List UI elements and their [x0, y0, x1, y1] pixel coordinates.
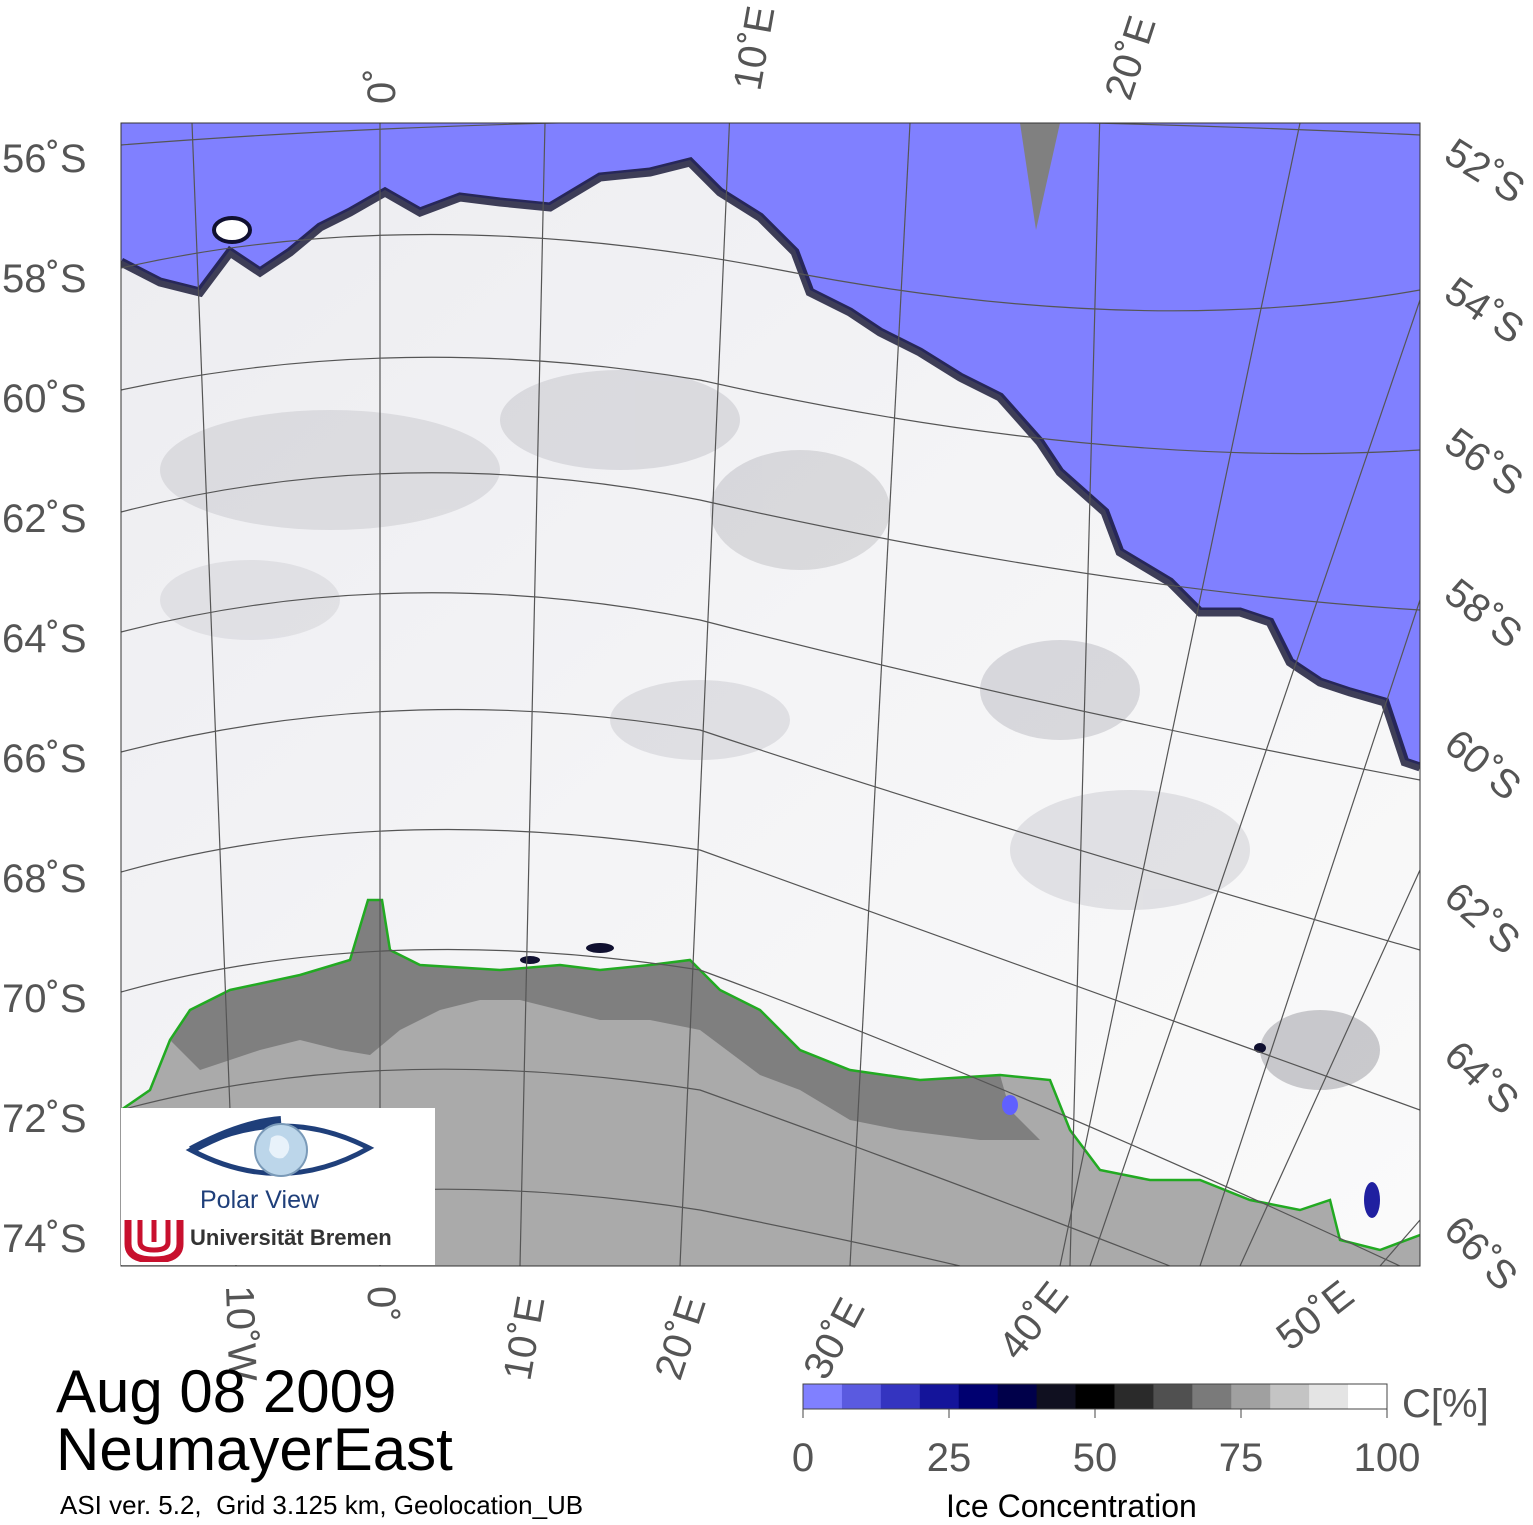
coastline	[121, 898, 1420, 1252]
logo-institution: Universität Bremen	[190, 1225, 392, 1250]
colorbar-title: Ice Concentration	[946, 1488, 1197, 1524]
lat-label: 62˚S	[2, 497, 87, 541]
logo-name: Polar View	[200, 1186, 320, 1214]
lat-label: 60˚S	[1436, 721, 1529, 809]
lat-labels-right: 52˚S 54˚S 56˚S 58˚S 60˚S 62˚S 64˚S 66˚S	[1436, 130, 1533, 1299]
lat-label: 64˚S	[2, 617, 87, 661]
lat-label: 56˚S	[1437, 420, 1531, 505]
lon-label: 20˚E	[1097, 11, 1165, 105]
colorbar-ticks	[802, 1409, 1388, 1418]
colorbar-unit: C[%]	[1402, 1382, 1489, 1426]
colorbar-swatch	[1270, 1384, 1310, 1409]
lat-label: 56˚S	[2, 137, 87, 181]
colorbar-swatch	[1348, 1384, 1388, 1409]
lat-label: 68˚S	[2, 857, 87, 901]
lat-label: 52˚S	[1437, 130, 1532, 212]
lon-label: 10˚E	[496, 1293, 554, 1384]
lat-label: 74˚S	[2, 1217, 87, 1261]
coastal-polynya	[520, 943, 1380, 1218]
lat-label: 54˚S	[1437, 269, 1532, 353]
colorbar-swatch	[841, 1384, 882, 1409]
no-data-wedge	[1020, 123, 1060, 230]
map-credits: ASI ver. 5.2, Grid 3.125 km, Geolocation…	[60, 1490, 584, 1520]
lon-label: 0˚	[359, 1286, 403, 1322]
map-area	[121, 123, 1420, 1266]
university-logo-icon	[124, 1220, 184, 1262]
ice-shelf	[170, 900, 1040, 1140]
lat-label: 62˚S	[1436, 874, 1528, 963]
lat-label: 60˚S	[2, 377, 87, 421]
graticule	[121, 123, 1420, 1266]
colorbar-swatch	[1192, 1384, 1232, 1409]
colorbar-tick-label: 25	[926, 1436, 972, 1480]
colorbar-tick-label: 0	[791, 1436, 815, 1480]
lat-label: 66˚S	[2, 737, 87, 781]
map-date: Aug 08 2009	[56, 1358, 397, 1425]
lon-label: 50˚E	[1268, 1272, 1362, 1359]
lon-label: 0˚	[360, 68, 404, 104]
colorbar	[803, 1384, 1388, 1409]
colorbar-swatch	[997, 1384, 1038, 1409]
map-region: NeumayerEast	[56, 1416, 453, 1483]
ice-edge	[121, 157, 1420, 772]
lat-label: 66˚S	[1436, 1208, 1526, 1299]
lat-label: 64˚S	[1436, 1033, 1527, 1123]
lat-labels-left: 56˚S 58˚S 60˚S 62˚S 64˚S 66˚S 68˚S 70˚S …	[2, 137, 87, 1261]
lat-label: 58˚S	[2, 257, 87, 301]
ice-texture	[160, 370, 1380, 1090]
lat-label: 58˚S	[1436, 570, 1530, 657]
colorbar-tick-label: 50	[1072, 1436, 1118, 1480]
logo-panel	[121, 1108, 435, 1265]
map-frame	[120, 122, 1421, 1267]
colorbar-swatch	[1114, 1384, 1154, 1409]
colorbar-swatch	[919, 1384, 960, 1409]
lon-labels-top: 0˚ 10˚E 20˚E	[360, 3, 1165, 105]
colorbar-swatch	[1153, 1384, 1193, 1409]
colorbar-tick-label: 100	[1353, 1436, 1421, 1480]
lon-label: 40˚E	[990, 1274, 1077, 1368]
colorbar-swatch	[1309, 1384, 1349, 1409]
lon-label: 20˚E	[647, 1291, 715, 1385]
colorbar-swatch	[803, 1384, 843, 1409]
lon-label: 30˚E	[795, 1291, 874, 1386]
colorbar-swatch	[1231, 1384, 1271, 1409]
lon-label: 10˚E	[726, 3, 784, 94]
island	[212, 216, 252, 244]
lat-label: 70˚S	[2, 977, 87, 1021]
colorbar-swatch	[1075, 1384, 1116, 1409]
lon-label: 10˚W	[217, 1285, 264, 1382]
colorbar-tick-label: 75	[1218, 1436, 1264, 1480]
eye-globe-icon	[185, 1116, 375, 1177]
colorbar-swatch	[1036, 1384, 1077, 1409]
colorbar-swatch	[958, 1384, 999, 1409]
lat-label: 72˚S	[2, 1097, 87, 1141]
colorbar-swatch	[880, 1384, 921, 1409]
